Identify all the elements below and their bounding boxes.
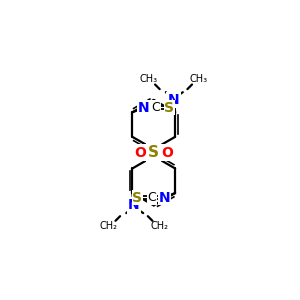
- Text: S: S: [148, 145, 159, 160]
- Text: O: O: [161, 146, 173, 160]
- Text: C: C: [151, 101, 160, 114]
- Text: CH₃: CH₃: [139, 74, 157, 84]
- Text: N: N: [168, 93, 179, 107]
- Text: C: C: [148, 191, 156, 204]
- Text: O: O: [135, 146, 147, 160]
- Text: N: N: [158, 191, 170, 205]
- Text: S: S: [132, 191, 142, 205]
- Text: S: S: [164, 100, 174, 115]
- Text: CH₃: CH₃: [190, 74, 208, 84]
- Text: N: N: [128, 198, 140, 212]
- Text: CH₂: CH₂: [100, 221, 118, 231]
- Text: CH₂: CH₂: [150, 221, 168, 231]
- Text: N: N: [137, 100, 149, 115]
